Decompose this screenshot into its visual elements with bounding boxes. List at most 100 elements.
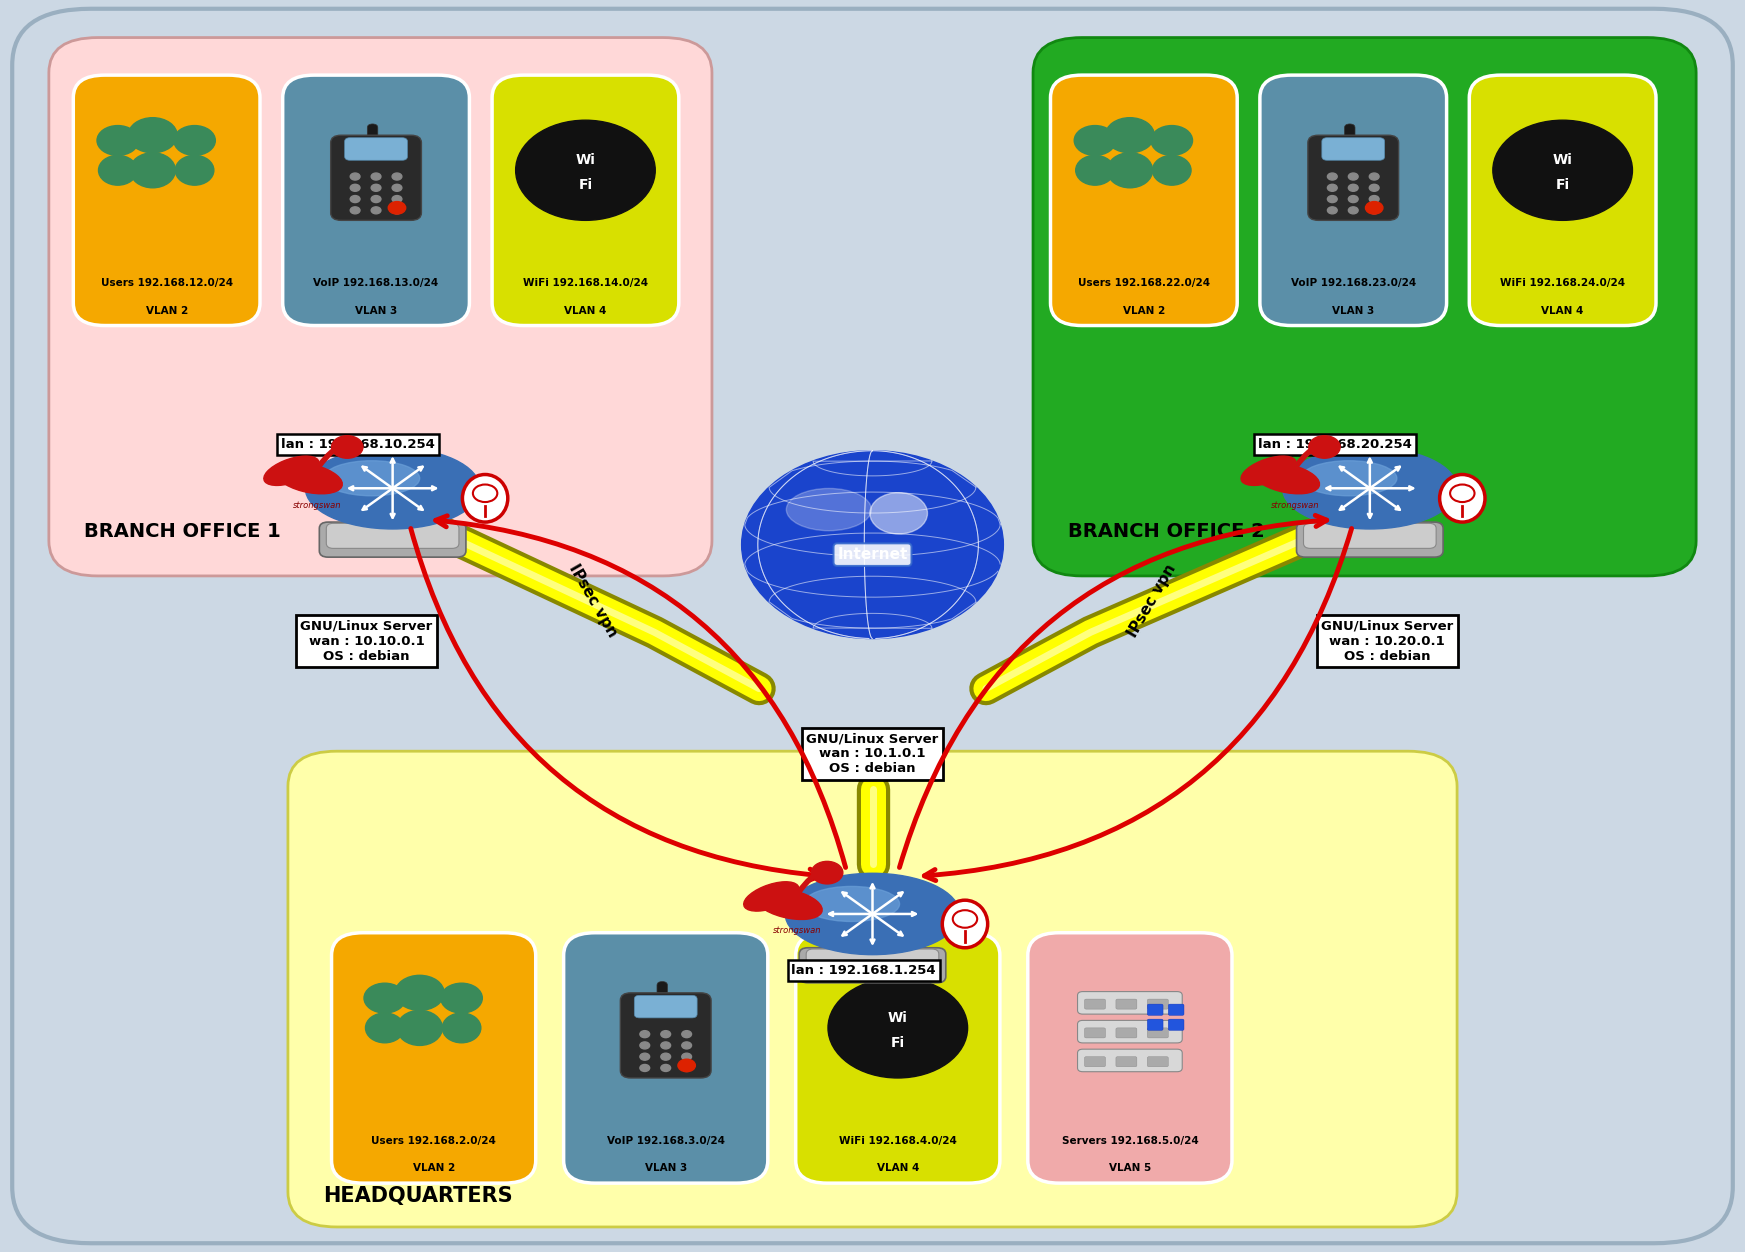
FancyBboxPatch shape: [806, 949, 939, 974]
FancyBboxPatch shape: [1304, 523, 1436, 548]
Circle shape: [393, 195, 401, 203]
FancyBboxPatch shape: [796, 933, 1000, 1183]
Ellipse shape: [396, 1010, 443, 1045]
Circle shape: [1152, 125, 1192, 155]
Ellipse shape: [787, 488, 871, 531]
Text: VLAN 3: VLAN 3: [1331, 305, 1375, 316]
Circle shape: [332, 436, 363, 458]
Ellipse shape: [462, 475, 508, 522]
FancyBboxPatch shape: [344, 138, 408, 160]
Circle shape: [640, 1042, 649, 1049]
Text: Users 192.168.12.0/24: Users 192.168.12.0/24: [101, 278, 232, 288]
Circle shape: [1328, 184, 1337, 192]
FancyBboxPatch shape: [1077, 1049, 1181, 1072]
Ellipse shape: [305, 447, 480, 530]
Circle shape: [393, 207, 401, 214]
FancyBboxPatch shape: [1146, 1057, 1167, 1067]
Ellipse shape: [441, 1013, 482, 1043]
FancyBboxPatch shape: [326, 523, 459, 548]
Circle shape: [1370, 173, 1379, 180]
Text: lan : 192.168.20.254: lan : 192.168.20.254: [1258, 438, 1412, 451]
Circle shape: [682, 1042, 691, 1049]
Circle shape: [661, 1030, 670, 1038]
Circle shape: [661, 1053, 670, 1060]
Text: GNU/Linux Server
wan : 10.1.0.1
OS : debian: GNU/Linux Server wan : 10.1.0.1 OS : deb…: [806, 732, 939, 775]
Circle shape: [394, 975, 443, 1010]
Circle shape: [742, 451, 1003, 639]
FancyBboxPatch shape: [1084, 999, 1106, 1009]
FancyBboxPatch shape: [1084, 1028, 1106, 1038]
Text: strongswan: strongswan: [1270, 501, 1319, 510]
Circle shape: [661, 1042, 670, 1049]
Circle shape: [351, 195, 359, 203]
Text: Fi: Fi: [578, 178, 593, 193]
Text: Wi: Wi: [576, 153, 595, 168]
Text: VoIP 192.168.13.0/24: VoIP 192.168.13.0/24: [314, 278, 438, 288]
Circle shape: [829, 978, 967, 1078]
FancyBboxPatch shape: [1167, 1019, 1183, 1030]
Ellipse shape: [1440, 475, 1485, 522]
Ellipse shape: [129, 153, 174, 188]
Circle shape: [682, 1053, 691, 1060]
FancyBboxPatch shape: [319, 522, 466, 557]
Circle shape: [174, 125, 215, 155]
FancyBboxPatch shape: [1344, 124, 1354, 164]
Circle shape: [1450, 485, 1475, 502]
Ellipse shape: [1108, 153, 1152, 188]
Text: IPsec vpn: IPsec vpn: [567, 562, 619, 640]
Ellipse shape: [365, 1013, 405, 1043]
Text: Servers 192.168.5.0/24: Servers 192.168.5.0/24: [1061, 1136, 1199, 1146]
FancyBboxPatch shape: [1146, 1004, 1162, 1015]
FancyBboxPatch shape: [1028, 933, 1232, 1183]
Circle shape: [682, 1064, 691, 1072]
Text: VLAN 2: VLAN 2: [412, 1163, 455, 1173]
FancyBboxPatch shape: [635, 995, 696, 1018]
FancyBboxPatch shape: [656, 982, 667, 1022]
Circle shape: [1370, 207, 1379, 214]
Text: BRANCH OFFICE 2: BRANCH OFFICE 2: [1068, 522, 1265, 541]
FancyBboxPatch shape: [621, 993, 712, 1078]
FancyBboxPatch shape: [1117, 1057, 1136, 1067]
Text: lan : 192.168.1.254: lan : 192.168.1.254: [792, 964, 935, 977]
Ellipse shape: [276, 463, 342, 493]
Ellipse shape: [98, 155, 138, 185]
FancyBboxPatch shape: [12, 9, 1733, 1243]
Text: Internet: Internet: [838, 547, 907, 562]
Text: Users 192.168.22.0/24: Users 192.168.22.0/24: [1078, 278, 1209, 288]
Circle shape: [1328, 195, 1337, 203]
Text: VLAN 3: VLAN 3: [644, 1163, 688, 1173]
Circle shape: [953, 910, 977, 928]
Ellipse shape: [1075, 155, 1115, 185]
FancyBboxPatch shape: [1469, 75, 1656, 326]
Text: VLAN 2: VLAN 2: [1122, 305, 1166, 316]
Ellipse shape: [263, 456, 319, 486]
Circle shape: [1365, 202, 1382, 214]
FancyBboxPatch shape: [1297, 522, 1443, 557]
Text: GNU/Linux Server
wan : 10.10.0.1
OS : debian: GNU/Linux Server wan : 10.10.0.1 OS : de…: [300, 620, 433, 662]
Circle shape: [677, 1059, 695, 1072]
Circle shape: [1106, 118, 1155, 153]
Circle shape: [1370, 195, 1379, 203]
Text: GNU/Linux Server
wan : 10.20.0.1
OS : debian: GNU/Linux Server wan : 10.20.0.1 OS : de…: [1321, 620, 1454, 662]
Circle shape: [1349, 207, 1358, 214]
Ellipse shape: [1253, 463, 1319, 493]
Circle shape: [98, 125, 138, 155]
FancyBboxPatch shape: [1077, 1020, 1181, 1043]
Text: Fi: Fi: [890, 1035, 906, 1050]
Circle shape: [473, 485, 497, 502]
FancyBboxPatch shape: [1117, 999, 1136, 1009]
FancyBboxPatch shape: [1321, 138, 1386, 160]
Circle shape: [640, 1064, 649, 1072]
Circle shape: [393, 184, 401, 192]
Text: strongswan: strongswan: [773, 926, 822, 935]
FancyBboxPatch shape: [1077, 992, 1181, 1014]
Circle shape: [811, 861, 843, 884]
Ellipse shape: [942, 900, 988, 948]
FancyBboxPatch shape: [799, 948, 946, 983]
Text: VLAN 3: VLAN 3: [354, 305, 398, 316]
Circle shape: [1349, 195, 1358, 203]
Circle shape: [869, 493, 928, 535]
Text: Users 192.168.2.0/24: Users 192.168.2.0/24: [372, 1136, 496, 1146]
Text: VLAN 4: VLAN 4: [876, 1163, 920, 1173]
Text: VLAN 2: VLAN 2: [145, 305, 188, 316]
